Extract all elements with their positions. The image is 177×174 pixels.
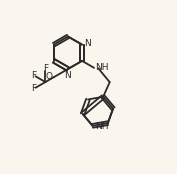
- Text: NH: NH: [95, 63, 109, 72]
- Text: F: F: [43, 64, 48, 73]
- Text: N: N: [84, 39, 91, 48]
- Text: F: F: [31, 71, 36, 80]
- Text: NH: NH: [95, 122, 109, 131]
- Text: N: N: [64, 71, 70, 80]
- Text: O: O: [46, 72, 53, 81]
- Text: F: F: [31, 84, 36, 93]
